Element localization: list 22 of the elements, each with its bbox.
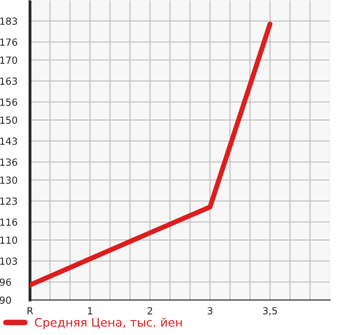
y-tick-label: 150: [0, 116, 18, 124]
y-tick-label: 110: [0, 236, 18, 244]
y-tick-label: 156: [0, 98, 18, 106]
x-tick-label: 3: [208, 307, 212, 314]
x-tick-label: R: [28, 307, 34, 314]
y-tick-label: 130: [0, 176, 18, 184]
legend-label: Средняя Цена, тыс. йен: [34, 318, 182, 330]
y-tick-label: 183: [0, 17, 17, 25]
y-tick-label: 123: [0, 197, 17, 205]
y-tick-label: 116: [0, 218, 18, 226]
y-tick-label: 136: [0, 158, 18, 166]
y-tick-label: 176: [0, 38, 18, 46]
x-tick-label: 3,5: [263, 307, 277, 316]
x-tick-label: 1: [88, 307, 92, 314]
line-series: [30, 22, 272, 288]
y-tick-label: 90: [0, 296, 11, 304]
y-tick-label: 170: [0, 56, 18, 64]
x-tick-label: 2: [148, 307, 152, 314]
y-tick-label: 163: [0, 77, 17, 85]
y-tick-label: 96: [0, 278, 11, 286]
y-tick-label: 103: [0, 257, 17, 265]
y-tick-label: 143: [0, 137, 17, 145]
